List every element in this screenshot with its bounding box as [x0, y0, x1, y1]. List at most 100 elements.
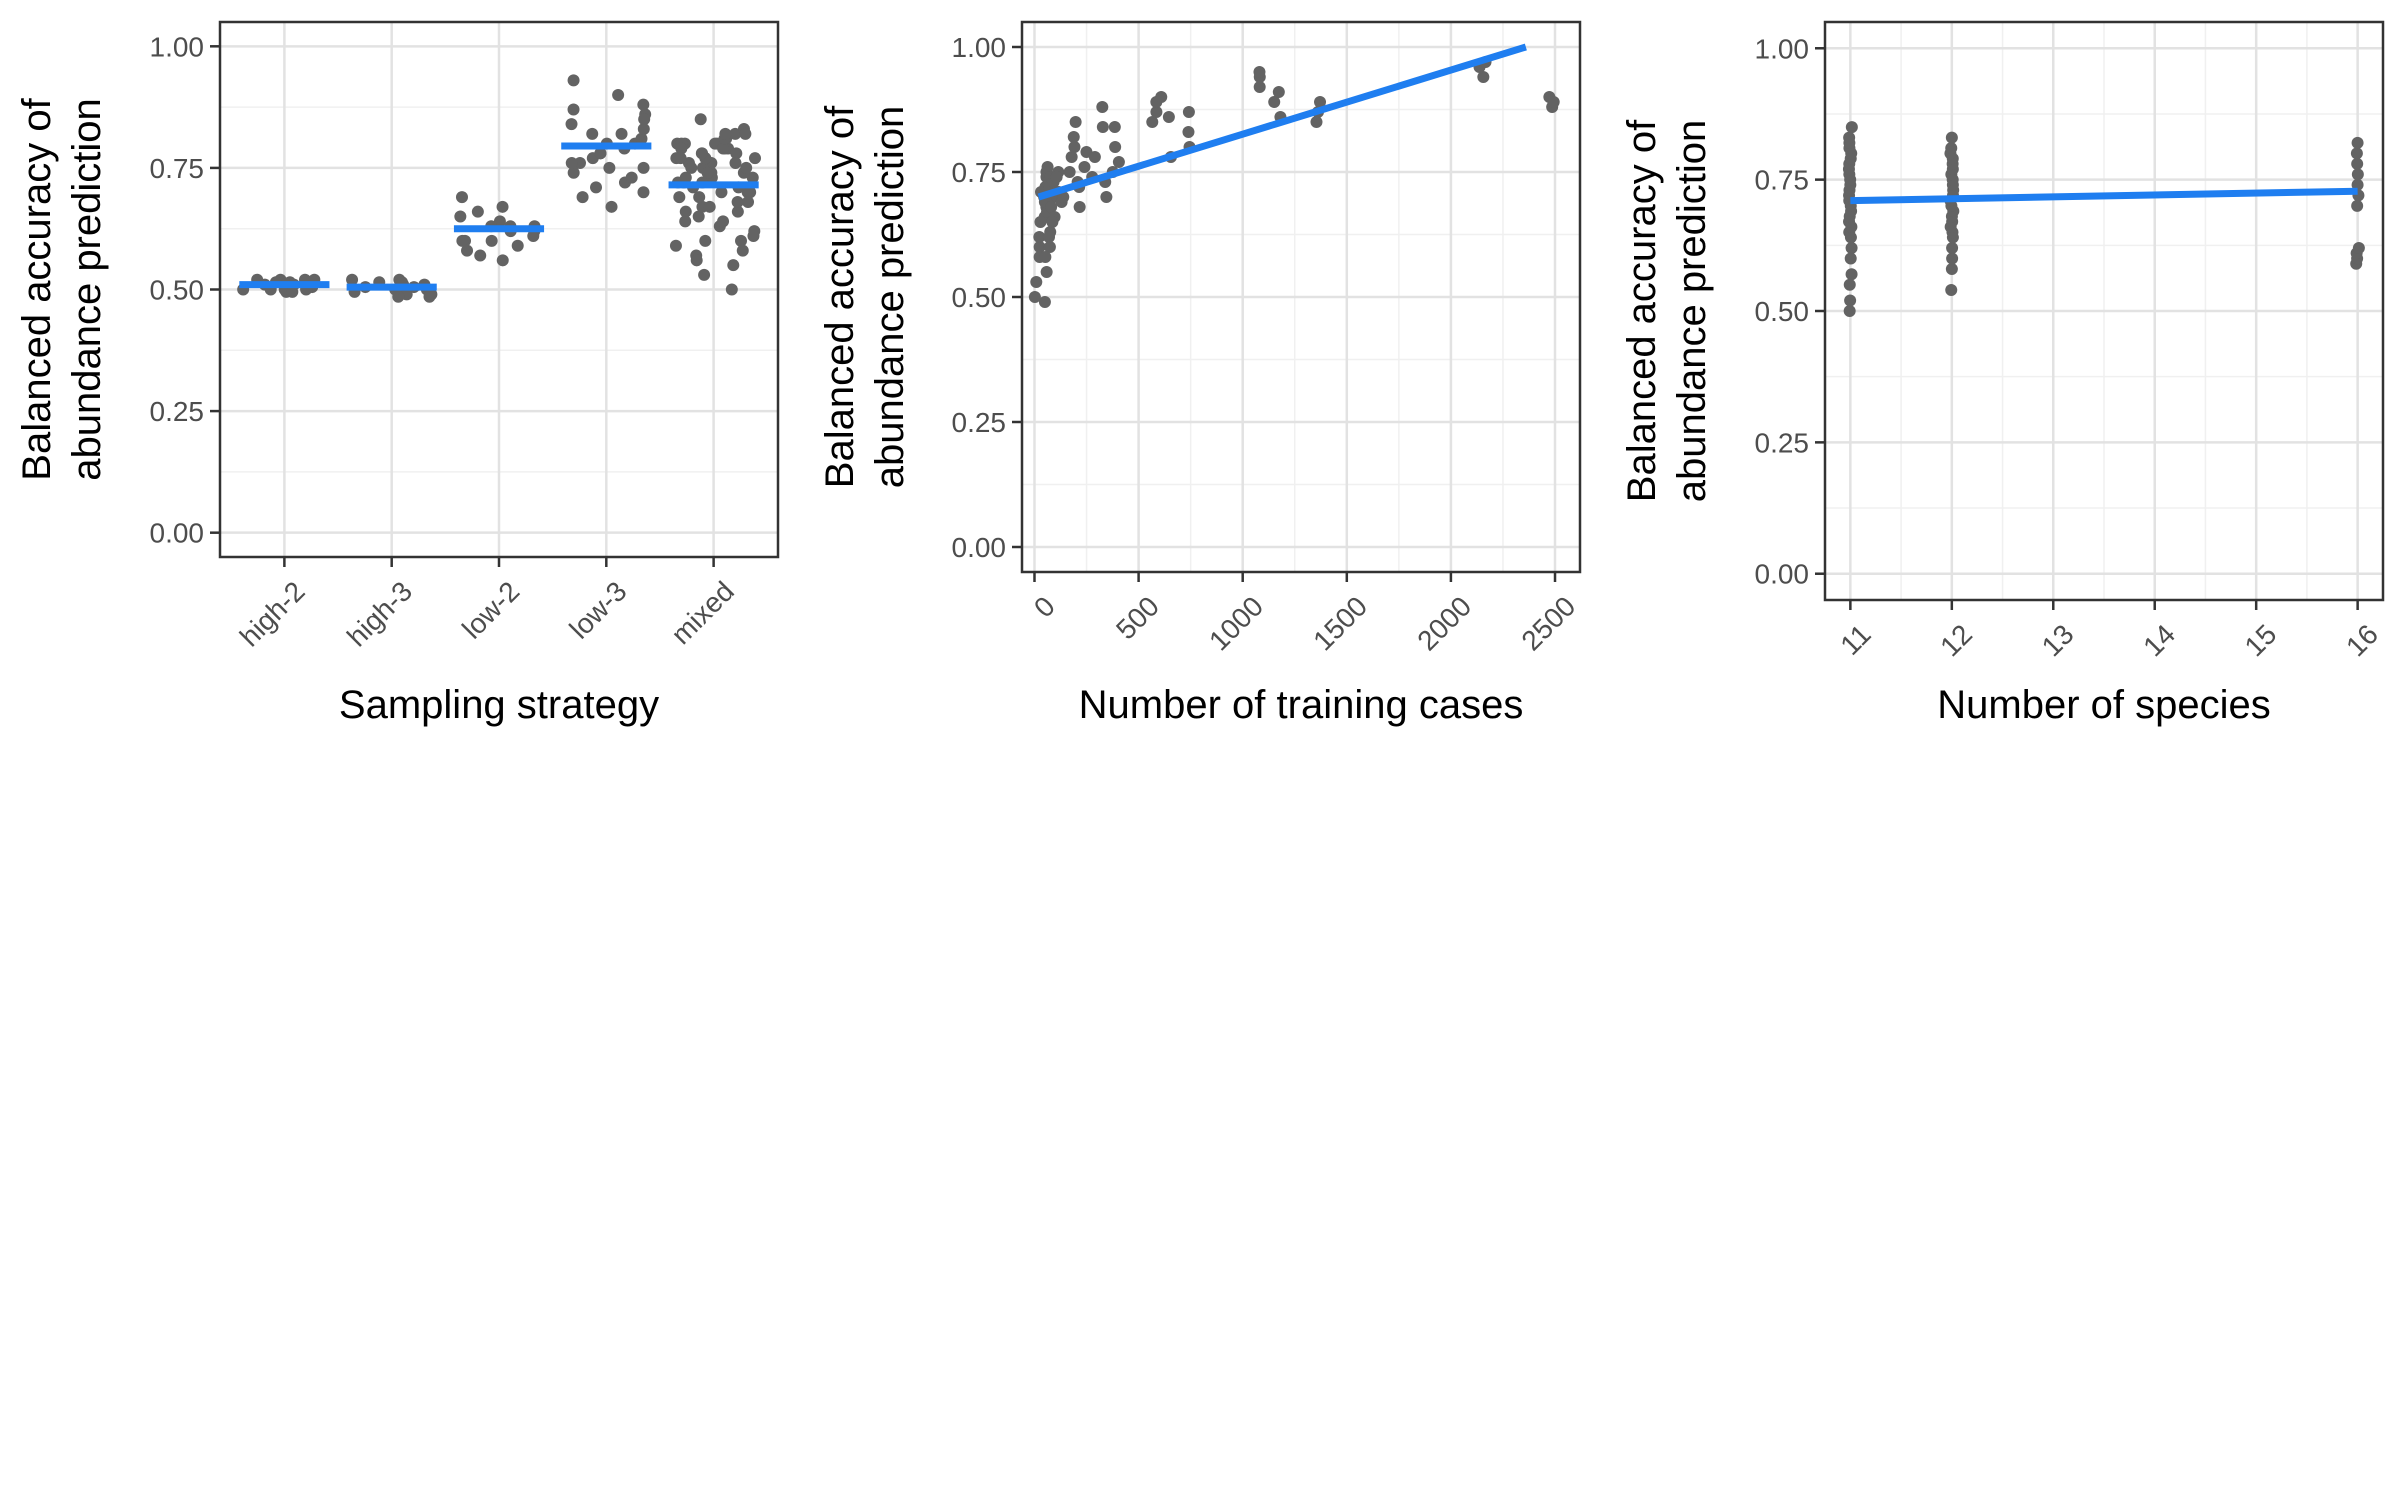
data-point	[2352, 241, 2365, 254]
data-point	[1043, 241, 1056, 253]
y-axis-title-line-2: abundance prediction	[868, 106, 912, 489]
data-point	[717, 215, 730, 228]
data-point	[1843, 278, 1856, 291]
data-point	[1030, 276, 1043, 288]
y-tick-label: 0.25	[952, 407, 1007, 438]
data-point	[1028, 291, 1041, 303]
data-point	[565, 118, 578, 131]
data-point	[474, 249, 487, 262]
data-point	[590, 181, 603, 194]
data-point	[1946, 241, 1959, 254]
data-point	[346, 273, 359, 286]
y-tick-label: 0.25	[150, 396, 205, 427]
x-tick-label: 13	[2036, 618, 2080, 662]
data-point	[727, 259, 740, 272]
data-point	[1845, 241, 1858, 254]
data-point	[1945, 262, 1958, 275]
y-tick-label: 0.50	[1755, 296, 1810, 327]
x-tick-label: 1000	[1203, 590, 1269, 656]
data-point	[730, 147, 743, 160]
data-point	[693, 191, 706, 204]
data-point	[1146, 116, 1159, 128]
data-point	[1045, 201, 1058, 213]
data-point	[695, 147, 708, 160]
x-tick-label: 12	[1934, 618, 1978, 662]
data-point	[1843, 131, 1856, 144]
data-point	[736, 244, 749, 257]
y-tick-label: 0.50	[150, 275, 205, 306]
data-point	[527, 230, 540, 242]
data-point	[1547, 96, 1560, 108]
y-tick-label: 0.00	[1755, 559, 1810, 590]
data-point	[731, 205, 744, 218]
data-point	[1844, 294, 1857, 307]
x-tick-label: 2500	[1515, 590, 1581, 656]
data-point	[1100, 191, 1113, 203]
data-point	[565, 157, 578, 170]
data-point	[669, 239, 682, 252]
data-point	[731, 195, 744, 208]
data-point	[637, 98, 650, 111]
y-tick-label: 1.00	[150, 31, 205, 62]
data-point	[1946, 252, 1959, 265]
data-point	[1477, 71, 1490, 83]
data-point	[637, 186, 650, 199]
data-point	[739, 127, 752, 140]
y-tick-label: 0.75	[150, 153, 205, 184]
data-point	[567, 74, 580, 87]
data-point	[455, 191, 468, 204]
data-point	[719, 127, 732, 140]
data-point	[638, 113, 651, 126]
data-point	[1845, 121, 1858, 134]
data-point	[1073, 201, 1086, 213]
data-point	[1046, 216, 1059, 228]
data-point	[747, 230, 760, 242]
trend-line	[1037, 43, 1527, 201]
y-tick-label: 1.00	[1755, 33, 1810, 64]
data-point	[679, 171, 692, 184]
data-point	[615, 127, 628, 140]
data-point	[673, 191, 686, 204]
x-tick-label: 500	[1110, 590, 1165, 645]
data-point	[456, 234, 469, 247]
data-point	[690, 254, 703, 267]
data-point	[511, 239, 524, 252]
data-point	[1314, 96, 1327, 108]
data-point	[496, 254, 509, 267]
data-point	[1272, 86, 1285, 98]
x-axis-title: Sampling strategy	[339, 683, 659, 727]
data-point	[1112, 156, 1125, 168]
data-point	[1040, 266, 1053, 278]
y-tick-label: 0.75	[952, 157, 1007, 188]
data-point	[576, 191, 589, 204]
trend-line	[1850, 187, 2358, 205]
data-point	[1078, 161, 1091, 173]
y-tick-label: 1.00	[952, 32, 1007, 63]
data-point	[1038, 296, 1051, 308]
data-point	[637, 161, 650, 174]
y-tick-label: 0.00	[150, 518, 205, 549]
data-point	[1065, 151, 1078, 163]
data-point	[679, 205, 692, 218]
data-point	[1182, 106, 1195, 118]
data-point	[674, 152, 687, 165]
data-point	[2350, 147, 2363, 160]
x-tick-label: low-2	[456, 575, 525, 644]
y-tick-label: 0.50	[952, 282, 1007, 313]
data-point	[729, 127, 742, 140]
data-point	[567, 166, 580, 179]
y-axis-title-line-2: abundance prediction	[1670, 120, 1714, 503]
data-point	[1845, 268, 1858, 281]
data-point	[1108, 121, 1121, 133]
data-point	[746, 171, 759, 184]
data-point	[1088, 151, 1101, 163]
data-point	[637, 123, 650, 135]
data-point	[699, 234, 712, 247]
chart-panel-2: 0.00 0.25 0.50 0.75 1.00 0 500 1000 1500 2000 2500…	[818, 20, 1581, 727]
data-point	[1253, 66, 1266, 78]
x-tick-label: low-3	[563, 575, 632, 644]
data-point	[425, 288, 438, 301]
chart-panel-1: 0.00 0.25 0.50 0.75 1.00 high-2 high-3 low-2 low…	[15, 20, 780, 727]
data-point	[1253, 81, 1266, 93]
